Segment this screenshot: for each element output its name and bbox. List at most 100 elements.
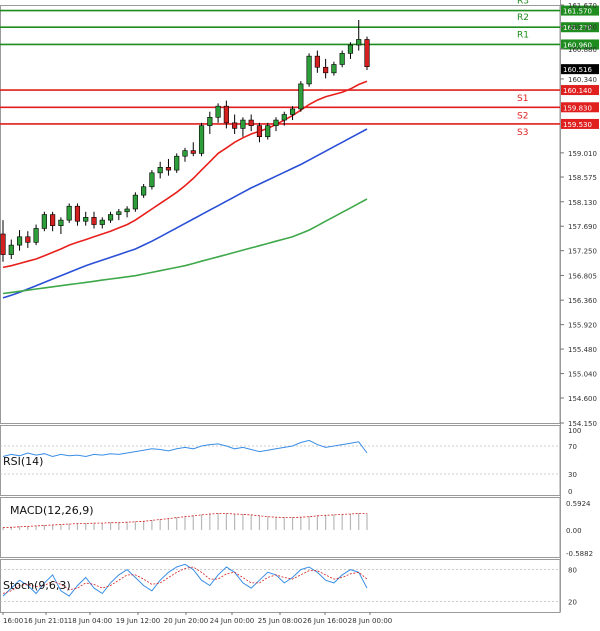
candle-body	[265, 125, 271, 138]
price-tick-label: 160.880	[568, 46, 597, 54]
rsi-line	[2, 439, 368, 458]
candle-body	[215, 105, 221, 118]
candle-body	[198, 125, 205, 154]
candle-body	[41, 214, 47, 229]
candle-body	[281, 114, 287, 121]
rsi-tick-label: 70	[568, 443, 577, 451]
rsi-label: RSI(14)	[3, 455, 43, 468]
rsi-tick-label: 30	[568, 471, 577, 479]
candle-body	[0, 233, 6, 255]
candle-body	[99, 219, 105, 225]
stoch-k-line	[2, 563, 368, 597]
candle-body	[74, 205, 81, 222]
stoch-tick-label: 80	[568, 567, 577, 575]
stoch-pane: 80 20 Stoch(9,6,3)	[0, 563, 577, 606]
level-tag-s3	[561, 118, 599, 129]
candle-body	[306, 55, 312, 85]
candle-body	[165, 167, 172, 171]
macd-tick-label: 0.5924	[566, 500, 591, 508]
candle-body	[331, 64, 337, 74]
level-tag-r3	[561, 5, 599, 16]
candle-body	[248, 119, 254, 126]
time-tick-label: 20 Jun 20:00	[164, 617, 208, 625]
level-tag-text-s1: 160.140	[563, 87, 592, 95]
stoch-label: Stoch(9,6,3)	[3, 579, 71, 592]
macd-signal-line	[2, 513, 367, 529]
candle-body	[323, 66, 329, 74]
stoch-d-line	[2, 566, 368, 594]
level-tag-r1	[561, 39, 599, 50]
time-axis: 16:00 16 Jun 21:01 18 Jun 04:00 19 Jun 12:0…	[2, 612, 392, 625]
candle-body	[124, 208, 130, 213]
candles	[0, 20, 370, 262]
price-tick-label: 155.920	[568, 322, 597, 330]
current-price-tag	[561, 64, 599, 75]
support-resistance-levels: R3 161.570 R2 161.270 R1 160.960 S1 160.140 S2 15…	[0, 0, 599, 138]
level-tag-text-s3: 159.530	[563, 121, 592, 129]
candle-body	[116, 211, 122, 215]
level-label-r1: R1	[517, 30, 529, 40]
price-tick-label: 155.480	[568, 346, 597, 354]
moving-averages	[2, 80, 368, 299]
level-tag-s2	[561, 102, 599, 113]
price-axis: 161.670 161.280 160.880 160.340 159.010 158.5…	[560, 2, 599, 428]
time-tick-label: 28 Jun 00:00	[348, 617, 392, 625]
rsi-tick-label: 0	[568, 488, 572, 496]
candle-body	[273, 119, 279, 126]
macd-label: MACD(12,26,9)	[10, 504, 94, 517]
level-label-s1: S1	[517, 94, 528, 104]
candle-body	[16, 236, 23, 246]
price-tick-label: 158.130	[568, 199, 597, 207]
ma-line	[2, 80, 368, 269]
candle-body	[182, 150, 188, 157]
candle-body	[314, 55, 320, 68]
level-label-r2: R2	[517, 13, 529, 23]
candle-body	[289, 108, 296, 115]
macd-pane: 0.5924 0.00 -0.5882 MACD(12,26,9)	[2, 500, 593, 558]
candle-body	[347, 44, 354, 54]
ma-line	[2, 128, 368, 299]
candle-body	[240, 119, 246, 129]
candle-body	[58, 219, 64, 226]
candle-body	[339, 53, 345, 65]
candle-body	[141, 186, 147, 196]
current-price-label: 160.516	[563, 66, 592, 74]
candle-body	[91, 217, 97, 225]
price-tick-label: 156.805	[568, 272, 597, 280]
level-tag-s1	[561, 85, 599, 96]
candle-body	[83, 217, 89, 222]
candle-body	[298, 83, 304, 110]
level-tag-text-s2: 159.830	[563, 104, 592, 112]
candle-body	[174, 155, 180, 171]
rsi-pane: 100 70 30 0 RSI(14)	[0, 427, 581, 496]
candle-body	[256, 125, 263, 138]
candle-body	[149, 172, 155, 188]
price-tick-label: 161.280	[568, 24, 597, 32]
macd-tick-label: -0.5882	[566, 550, 593, 558]
price-tick-label: 155.040	[568, 371, 597, 379]
candle-body	[8, 244, 14, 255]
price-tick-label: 157.250	[568, 248, 597, 256]
level-label-s3: S3	[517, 128, 528, 138]
price-tick-label: 156.360	[568, 297, 597, 305]
level-tag-text-r2: 161.270	[563, 24, 592, 32]
candle-body	[356, 39, 362, 46]
price-tick-label: 160.340	[568, 76, 597, 84]
rsi-tick-label: 100	[568, 427, 581, 435]
candle-body	[66, 205, 72, 221]
time-tick-label: 18 Jun 04:00	[68, 617, 112, 625]
stoch-tick-label: 20	[568, 598, 577, 606]
candle-body	[50, 214, 56, 226]
macd-tick-label: 0.00	[566, 527, 582, 535]
price-tick-label: 157.690	[568, 223, 597, 231]
price-tick-label: 158.575	[568, 174, 597, 182]
price-tick-label: 159.010	[568, 150, 597, 158]
candle-body	[207, 116, 213, 126]
level-label-r3: R3	[517, 0, 529, 7]
panes	[0, 0, 561, 613]
candle-body	[232, 122, 238, 129]
level-tag-text-r3: 161.570	[563, 8, 592, 16]
ma-line	[2, 198, 368, 295]
time-tick-label: 16 Jun 21:01	[24, 617, 68, 625]
